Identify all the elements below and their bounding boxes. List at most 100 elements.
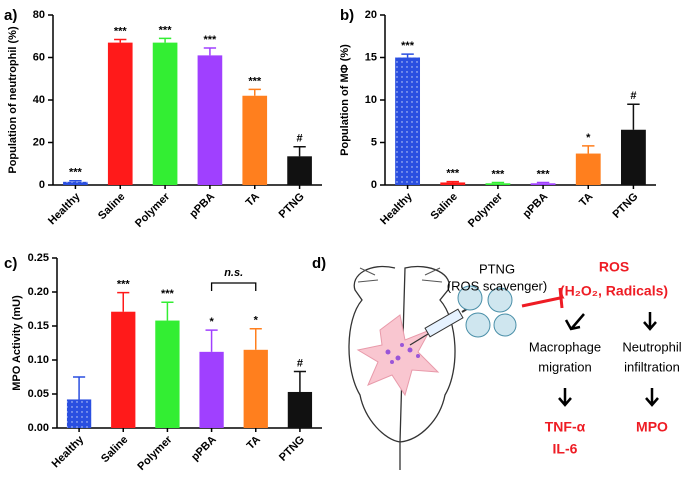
x-tick-label: Polymer (133, 190, 173, 230)
y-tick-label: 0.25 (28, 252, 49, 264)
x-tick-label: Healthy (46, 190, 83, 227)
bar (152, 42, 178, 185)
panel-label: d) (312, 255, 326, 272)
y-tick-label: 5 (371, 136, 377, 148)
x-tick-label: TA (245, 434, 263, 452)
significance: *** (114, 25, 128, 37)
y-tick-label: 10 (365, 94, 377, 106)
diagram: d) PTNG (ROS scavenger) ROS (H₂O₂, Radic… (312, 255, 682, 470)
panel-label: c) (4, 255, 17, 272)
error-bar (293, 370, 306, 392)
x-tick-label: Saline (99, 434, 130, 465)
y-tick-label: 60 (33, 51, 45, 63)
arrow (564, 313, 585, 331)
significance: # (297, 133, 303, 145)
y-axis-label: Population of neutrophil (%) (7, 26, 19, 174)
bar-texture (63, 181, 88, 185)
bar (197, 55, 223, 185)
x-tick-label: Polymer (466, 190, 506, 230)
x-tick-label: pPBA (521, 191, 551, 221)
significance: *** (203, 34, 217, 46)
y-tick-label: 0.15 (28, 320, 49, 332)
y-tick-label: 0.10 (28, 354, 49, 366)
bar (111, 311, 136, 428)
panel-label: b) (340, 7, 354, 24)
error-bar (536, 181, 550, 184)
bar (620, 129, 646, 185)
x-tick-label: TA (577, 191, 595, 209)
y-axis-label: Population of MΦ (%) (339, 44, 351, 156)
significance: * (586, 132, 591, 144)
x-tick-label: Saline (429, 191, 460, 222)
x-tick-label: PTNG (277, 434, 307, 464)
y-tick-label: 0 (39, 179, 45, 191)
x-tick-label: pPBA (187, 191, 217, 221)
significance: * (254, 315, 259, 327)
error-bar (161, 301, 174, 321)
x-tick-label: pPBA (189, 434, 219, 464)
bar (155, 320, 180, 428)
charts: a) Population of neutrophil (%) 0 20 40 60 80 *… (4, 7, 656, 473)
error-bar (205, 329, 218, 352)
significance: * (209, 316, 214, 328)
error-bar (446, 180, 459, 183)
inhibition (521, 287, 564, 309)
x-tick-label: Healthy (378, 190, 415, 227)
significance: *** (401, 40, 415, 52)
bar (575, 153, 601, 185)
nanoparticles (457, 285, 517, 338)
y-axis-label: MPO Activity (mU) (11, 295, 23, 391)
error-bar (73, 376, 86, 400)
effect: Neutrophil (622, 339, 681, 354)
arrow (643, 312, 657, 331)
significance: *** (69, 167, 83, 179)
significance: *** (446, 168, 460, 180)
error-bar (401, 53, 414, 58)
whiskers (357, 267, 443, 283)
error-bar (249, 327, 262, 350)
y-tick-label: 0.20 (28, 286, 49, 298)
significance: *** (248, 75, 262, 87)
error-bar (248, 88, 261, 96)
y-tick-label: 15 (365, 51, 377, 63)
significance: # (630, 90, 636, 102)
y-tick-label: 0.00 (28, 422, 49, 434)
y-tick-label: 20 (33, 136, 45, 148)
effect: infiltration (624, 359, 680, 374)
significance: *** (537, 168, 551, 180)
panel-label: a) (4, 7, 17, 24)
x-tick-label: Healthy (50, 433, 87, 470)
bracket-label: n.s. (224, 267, 243, 279)
bar (242, 95, 268, 185)
marker: TNF-α (545, 419, 586, 435)
error-bar (117, 291, 130, 312)
mouse (348, 265, 456, 470)
bar-texture (66, 399, 92, 428)
effect: migration (538, 359, 591, 374)
y-tick-label: 0 (371, 179, 377, 191)
arrow (558, 388, 572, 407)
bar (287, 391, 313, 428)
particles (385, 343, 420, 364)
significance: *** (159, 24, 173, 36)
bar (485, 183, 511, 185)
effect: Macrophage (529, 339, 601, 354)
error-bar (203, 47, 217, 56)
agent-note: (ROS scavenger) (447, 278, 547, 293)
bar (440, 182, 466, 185)
target: ROS (599, 259, 629, 275)
bracket (210, 282, 257, 291)
bar (530, 183, 556, 185)
agent: PTNG (479, 261, 515, 276)
arrow (645, 388, 659, 407)
significance: *** (161, 288, 175, 300)
y-tick-label: 20 (365, 9, 377, 21)
target-note: (H₂O₂, Radicals) (560, 283, 668, 299)
x-tick-label: TA (244, 191, 262, 209)
y-tick-label: 40 (33, 94, 45, 106)
error-bar (627, 103, 640, 130)
x-tick-label: PTNG (277, 191, 307, 221)
x-tick-label: Polymer (135, 433, 175, 473)
significance: # (297, 357, 303, 369)
